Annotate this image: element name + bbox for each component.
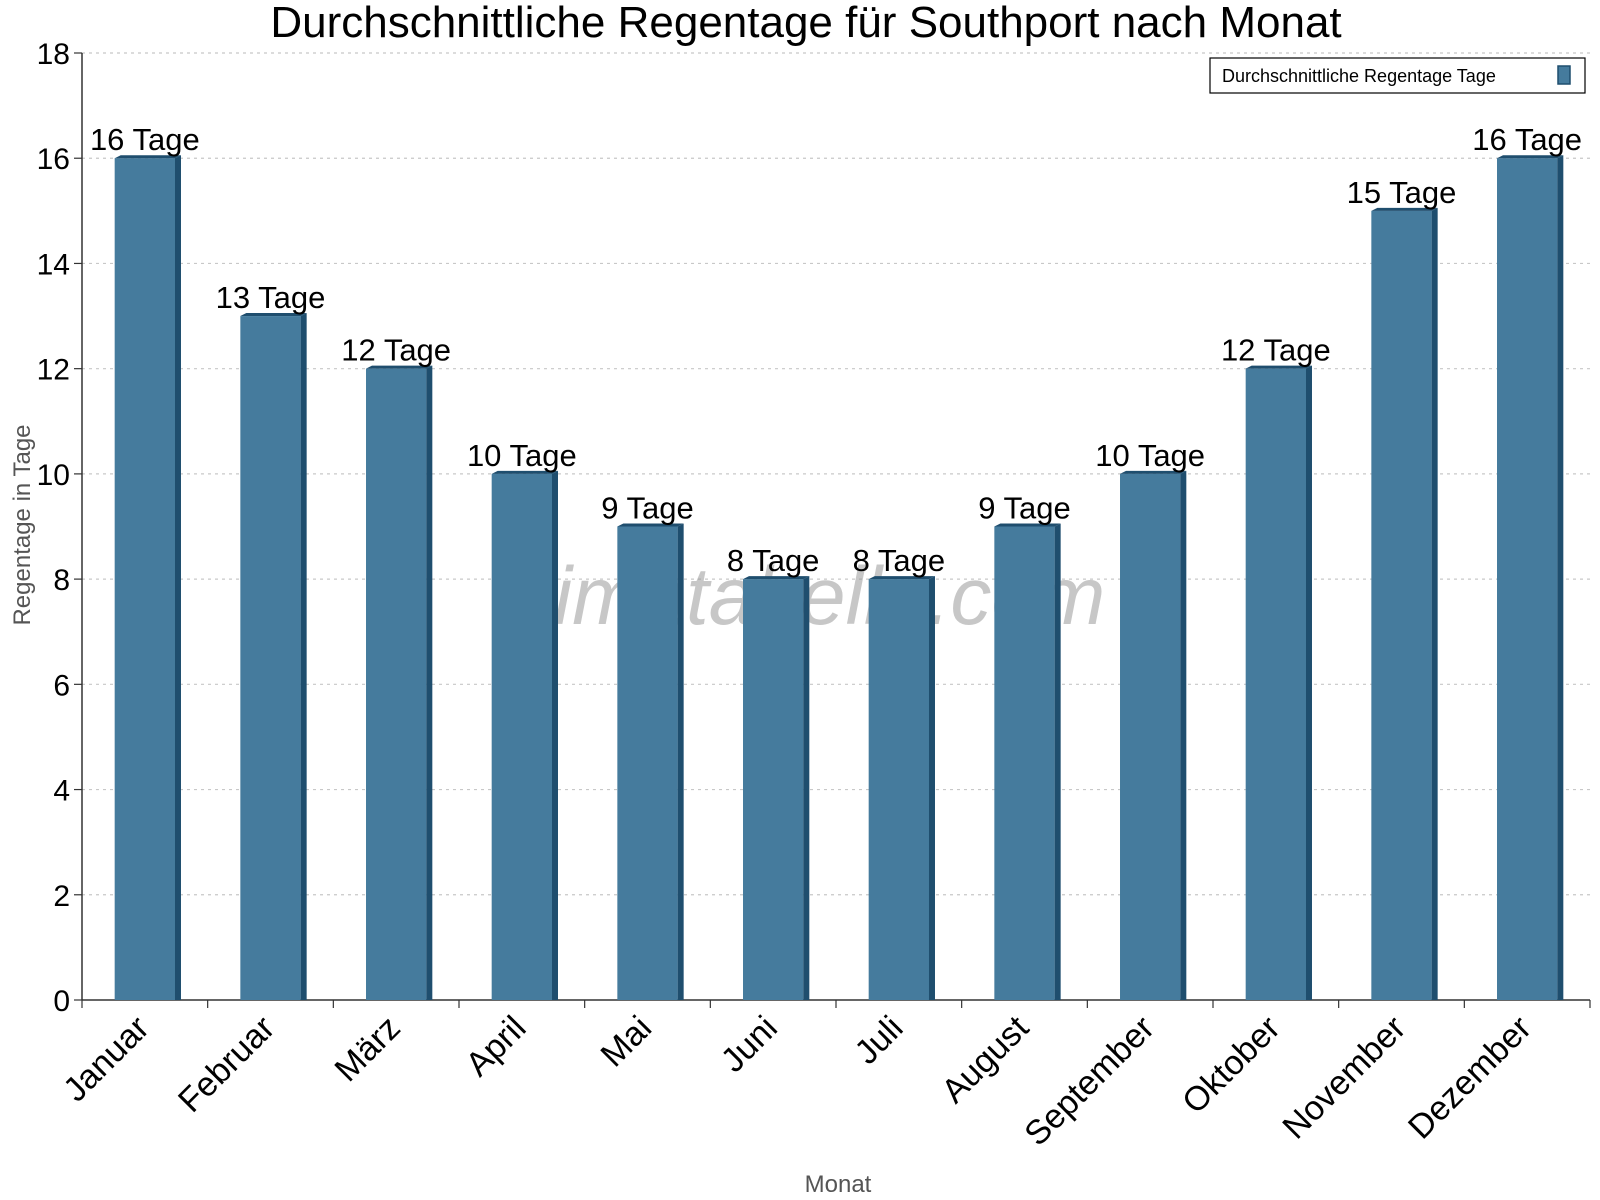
bar bbox=[617, 526, 678, 1000]
y-axis-title: Regentage in Tage bbox=[9, 424, 36, 625]
bar bbox=[114, 158, 175, 1000]
legend-swatch bbox=[1557, 65, 1571, 85]
data-label: 12 Tage bbox=[341, 333, 451, 368]
bar-side bbox=[1557, 155, 1564, 1000]
data-label: 8 Tage bbox=[853, 543, 946, 578]
data-label: 15 Tage bbox=[1347, 175, 1457, 210]
y-tick-label: 6 bbox=[53, 669, 70, 702]
bar bbox=[1497, 158, 1558, 1000]
bar-side bbox=[1180, 470, 1187, 1000]
x-tick-label: Mai bbox=[594, 1009, 660, 1075]
bar-top bbox=[114, 155, 181, 159]
bar-side bbox=[426, 365, 433, 1001]
bar-side bbox=[1305, 365, 1312, 1001]
bar bbox=[1245, 368, 1306, 1001]
x-tick-label: Januar bbox=[56, 1009, 156, 1109]
data-label: 10 Tage bbox=[467, 438, 577, 473]
bar-top bbox=[994, 523, 1061, 527]
bar bbox=[1120, 473, 1181, 1000]
y-tick-label: 16 bbox=[37, 143, 70, 176]
data-label: 16 Tage bbox=[1472, 122, 1582, 157]
x-tick-label: Juli bbox=[848, 1009, 911, 1072]
bar-top bbox=[868, 576, 935, 580]
y-tick-label: 2 bbox=[53, 880, 70, 913]
data-label: 13 Tage bbox=[216, 280, 326, 315]
x-tick-label: November bbox=[1275, 1009, 1413, 1147]
bar bbox=[868, 579, 929, 1000]
legend-label: Durchschnittliche Regentage Tage bbox=[1222, 66, 1496, 86]
data-label: 10 Tage bbox=[1095, 438, 1205, 473]
data-label: 12 Tage bbox=[1221, 333, 1331, 368]
y-tick-label: 12 bbox=[37, 354, 70, 387]
x-tick-label: Oktober bbox=[1175, 1009, 1287, 1121]
legend: Durchschnittliche Regentage Tage bbox=[1209, 57, 1586, 94]
x-tick-label: April bbox=[459, 1009, 534, 1084]
bar-side bbox=[803, 576, 810, 1000]
bar-series bbox=[114, 155, 1564, 1001]
data-label: 8 Tage bbox=[727, 543, 820, 578]
x-tick-label: Juni bbox=[714, 1009, 785, 1080]
data-label: 9 Tage bbox=[978, 491, 1071, 526]
bar-top bbox=[1497, 155, 1564, 159]
x-tick-label: Februar bbox=[171, 1009, 282, 1120]
bar-top bbox=[1245, 365, 1312, 369]
x-tick-label: Dezember bbox=[1401, 1009, 1539, 1147]
y-tick-label: 8 bbox=[53, 564, 70, 597]
y-tick-label: 18 bbox=[37, 38, 70, 71]
data-labels: 16 Tage 13 Tage 12 Tage 10 Tage 9 Tage 8 Tage… bbox=[90, 122, 1582, 578]
bar bbox=[743, 579, 804, 1000]
bar bbox=[1371, 210, 1432, 1001]
x-tick-label: August bbox=[934, 1008, 1036, 1110]
bar-top bbox=[743, 576, 810, 580]
bar-top bbox=[491, 470, 558, 474]
bar bbox=[240, 316, 301, 1000]
y-axis: 0 2 4 6 8 10 12 14 16 18 bbox=[37, 38, 83, 1018]
bar-side bbox=[1431, 207, 1438, 1001]
y-tick-label: 14 bbox=[37, 248, 70, 281]
x-tick-label: März bbox=[328, 1009, 408, 1089]
x-tick-label: September bbox=[1017, 1009, 1161, 1153]
data-label: 16 Tage bbox=[90, 122, 200, 157]
bar bbox=[994, 526, 1055, 1000]
bar-side bbox=[1054, 523, 1061, 1000]
x-axis: Januar Februar März April Mai Juni Juli AugustS… bbox=[56, 999, 1591, 1153]
bar bbox=[366, 368, 427, 1001]
bar-top bbox=[240, 313, 307, 317]
legend-box bbox=[1209, 57, 1586, 94]
bar-top bbox=[366, 365, 433, 369]
bar-side bbox=[174, 155, 181, 1000]
x-axis-title: Monat bbox=[805, 1171, 872, 1198]
y-tick-label: 10 bbox=[37, 459, 70, 492]
data-label: 9 Tage bbox=[601, 491, 694, 526]
bar-side bbox=[551, 470, 558, 1000]
bar-top bbox=[1120, 470, 1187, 474]
bar-top bbox=[1371, 207, 1438, 211]
bar bbox=[491, 473, 552, 1000]
bar-side bbox=[677, 523, 684, 1000]
bar-side bbox=[928, 576, 935, 1000]
bar-side bbox=[300, 313, 307, 1000]
y-tick-label: 4 bbox=[53, 775, 70, 808]
y-tick-label: 0 bbox=[53, 985, 70, 1018]
chart-title: Durchschnittliche Regentage für Southpor… bbox=[270, 0, 1341, 47]
bar-top bbox=[617, 523, 684, 527]
